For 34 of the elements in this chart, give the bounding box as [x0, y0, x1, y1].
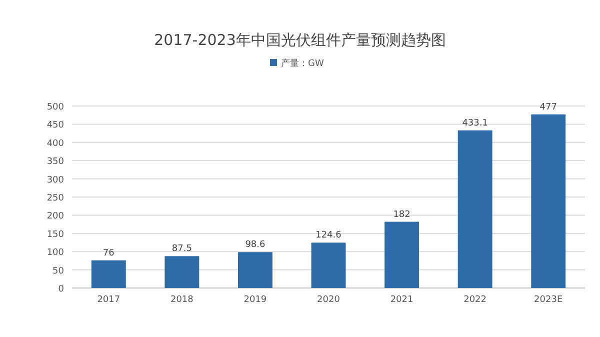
- legend-label: 产量：GW: [281, 58, 324, 69]
- y-tick-label: 500: [46, 102, 64, 112]
- y-tick-label: 0: [58, 284, 64, 294]
- data-label: 433.1: [462, 118, 488, 128]
- y-tick-label: 100: [46, 248, 64, 258]
- y-tick-label: 400: [46, 138, 64, 149]
- y-tick-label: 200: [46, 212, 64, 222]
- bar: [384, 222, 420, 288]
- data-label: 477: [540, 102, 557, 112]
- x-tick-label: 2022: [464, 295, 487, 305]
- y-tick-label: 300: [46, 175, 64, 186]
- x-tick-label: 2017: [97, 295, 120, 305]
- data-label: 87.5: [172, 244, 192, 254]
- bar: [238, 252, 272, 288]
- y-tick-label: 50: [52, 266, 64, 276]
- x-tick-label: 2019: [244, 295, 267, 305]
- bar: [458, 130, 492, 288]
- x-tick-label: 2021: [390, 295, 414, 305]
- x-tick-label: 2020: [317, 295, 340, 305]
- x-tick-label: 2023E: [534, 295, 563, 305]
- y-tick-label: 150: [46, 230, 64, 240]
- chart-title: 2017-2023年中国光伏组件产量预测趋势图: [154, 31, 446, 49]
- data-label: 76: [102, 248, 115, 258]
- bar: [91, 260, 126, 288]
- x-tick-label: 2018: [170, 295, 194, 305]
- bar: [311, 242, 346, 288]
- y-tick-label: 250: [46, 194, 64, 204]
- data-label: 98.6: [245, 240, 266, 250]
- bar: [531, 114, 566, 288]
- y-tick-label: 350: [46, 157, 64, 168]
- bar: [164, 256, 200, 288]
- data-label: 124.6: [316, 230, 342, 241]
- y-tick-label: 450: [46, 120, 64, 131]
- data-label: 182: [393, 210, 410, 220]
